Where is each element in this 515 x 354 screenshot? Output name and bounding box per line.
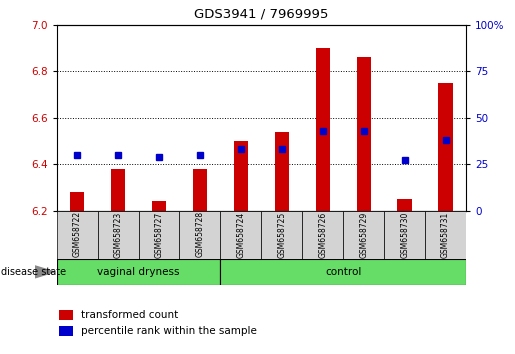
Bar [220,259,466,285]
Text: disease state: disease state [1,267,66,277]
Text: GSM658730: GSM658730 [400,211,409,258]
Bar [59,310,73,320]
Bar [274,132,289,211]
Bar [57,211,98,260]
Text: GSM658731: GSM658731 [441,211,450,258]
Bar [180,211,220,260]
Bar [344,211,384,260]
Bar [316,48,330,211]
Bar [220,211,261,260]
Bar [356,57,371,211]
Text: control: control [325,267,362,277]
Title: GDS3941 / 7969995: GDS3941 / 7969995 [194,8,329,21]
Bar [57,259,220,285]
Bar [425,211,466,260]
Text: GSM658724: GSM658724 [236,211,245,258]
Bar [398,199,412,211]
Bar [261,211,302,260]
Text: GSM658729: GSM658729 [359,211,368,258]
Bar [59,326,73,336]
Text: GSM658722: GSM658722 [73,211,81,257]
Text: vaginal dryness: vaginal dryness [97,267,180,277]
Polygon shape [35,266,55,278]
Bar [98,211,139,260]
Text: GSM658723: GSM658723 [114,211,123,258]
Bar [70,192,84,211]
Text: GSM658728: GSM658728 [196,211,204,257]
Text: GSM658727: GSM658727 [154,211,163,258]
Bar [139,211,180,260]
Bar [193,169,207,211]
Text: GSM658726: GSM658726 [318,211,327,258]
Bar [111,169,125,211]
Bar [234,141,248,211]
Bar [152,201,166,211]
Text: percentile rank within the sample: percentile rank within the sample [81,326,257,336]
Bar [438,83,453,211]
Bar [384,211,425,260]
Text: transformed count: transformed count [81,310,179,320]
Text: GSM658725: GSM658725 [278,211,286,258]
Bar [302,211,343,260]
